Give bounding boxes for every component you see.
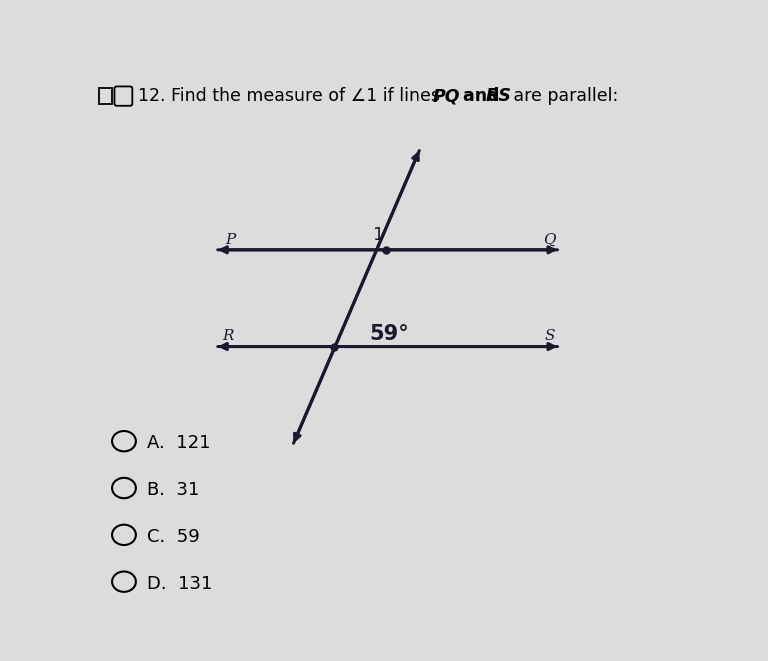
Text: 59°: 59° (370, 324, 409, 344)
Text: 12. Find the measure of ∠1 if lines: 12. Find the measure of ∠1 if lines (137, 87, 445, 105)
Text: 1: 1 (373, 225, 385, 243)
Text: P: P (225, 233, 235, 247)
Bar (99, 89, 112, 104)
Text: Q: Q (543, 233, 556, 247)
Text: B.  31: B. 31 (147, 481, 199, 499)
Text: and: and (457, 87, 506, 105)
Text: C.  59: C. 59 (147, 528, 200, 546)
Text: R: R (223, 329, 234, 343)
Text: D.  131: D. 131 (147, 574, 212, 593)
Text: A.  121: A. 121 (147, 434, 210, 452)
Text: PQ: PQ (432, 87, 460, 105)
Text: are parallel:: are parallel: (508, 87, 618, 105)
Text: S: S (545, 329, 554, 343)
Text: RS: RS (486, 87, 511, 105)
